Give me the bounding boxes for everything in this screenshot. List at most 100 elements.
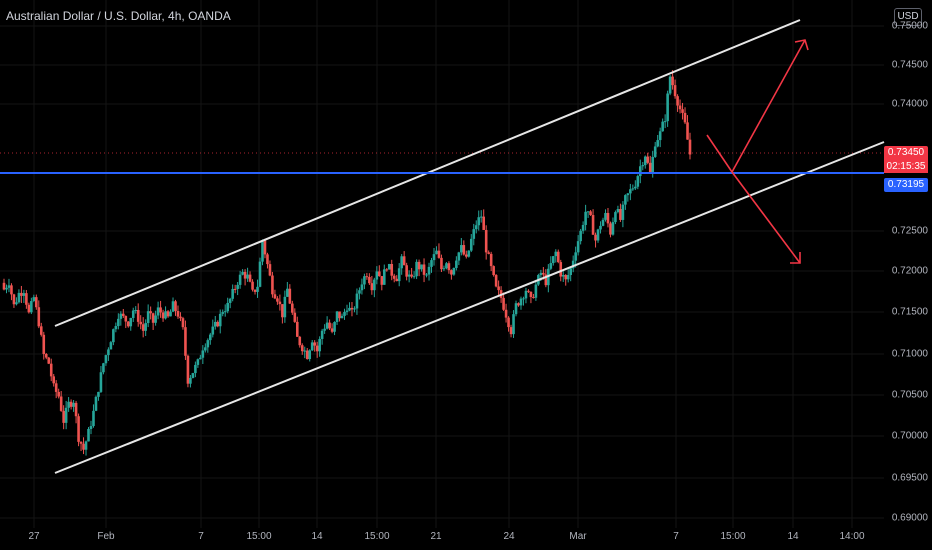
candle-down [253,289,257,292]
candle-down [20,292,23,296]
candle-up [668,76,672,94]
candle-up [191,373,195,378]
candle-down [385,269,389,271]
candle-up [226,302,229,312]
candle-down [390,263,394,276]
candle-up [241,271,244,275]
candle-up [196,359,200,365]
candle-up [656,140,659,147]
currency-selector[interactable]: USD [894,8,922,26]
candle-down [305,350,309,360]
candle-up [479,216,483,218]
candle-down [273,294,277,299]
candle-up [348,307,351,311]
candle-down [276,298,279,302]
candle-down [151,313,155,323]
candle-up [228,298,232,303]
candle-down [330,328,334,332]
price-label: 0.70500 [891,389,928,401]
candle-up [412,276,416,278]
candle-up [614,212,617,223]
candle-up [425,274,428,276]
candle-down [422,264,426,275]
candle-down [291,303,294,313]
candle-up [387,263,391,270]
candle-up [199,357,202,360]
candle-up [283,296,287,318]
candle-up [455,260,458,268]
candle-down [529,291,533,298]
candle-down [646,156,650,163]
bar-countdown-tag: 02:15:35 [884,160,928,173]
candle-up [355,293,359,309]
candle-down [268,264,272,276]
candle-down [462,245,466,255]
candle-up [554,251,558,257]
candle-up [345,310,349,312]
candle-down [298,336,302,346]
candle-down [487,252,490,254]
candle-up [477,217,481,226]
candle-up [333,322,336,332]
candle-down [497,286,500,291]
candle-down [532,297,535,299]
candle-down [405,265,408,277]
candle-up [114,326,118,330]
candle-down [315,345,319,352]
candle-down [266,254,269,265]
candle-down [591,215,595,235]
price-label: 0.69000 [891,512,928,524]
candle-down [589,211,592,216]
candle-up [427,266,431,275]
candle-up [238,274,242,285]
candle-up [651,156,655,174]
candle-up [586,211,590,213]
candle-down [293,312,297,322]
candle-up [604,212,607,220]
candle-down [82,443,85,450]
candle-down [681,109,684,113]
candle-down [77,416,80,442]
candle-up [258,261,262,287]
candle-up [67,401,70,408]
current-price-tag: 0.73450 [884,146,928,160]
candle-up [318,338,321,352]
price-label: 0.71000 [891,348,928,360]
price-label: 0.72000 [891,265,928,277]
candle-up [653,146,657,157]
candle-up [524,290,528,299]
time-label: 24 [503,531,515,542]
candle-up [310,342,314,351]
candle-up [360,284,364,291]
candle-up [84,441,88,450]
candle-down [502,297,505,310]
candle-down [606,212,610,224]
candle-up [303,350,307,352]
candle-up [534,284,538,298]
candle-down [380,276,384,285]
candle-up [169,311,172,317]
candle-up [206,340,210,348]
candle-up [621,204,625,220]
candle-down [370,283,374,291]
candle-up [624,195,627,205]
candle-down [79,441,83,444]
candle-up [117,318,120,327]
candle-up [194,364,197,374]
candle-up [549,263,553,269]
candle-down [544,274,548,286]
candle-up [89,426,93,430]
price-label: 0.75000 [891,20,928,32]
price-label: 0.70000 [891,430,928,442]
candle-up [407,274,411,277]
candle-up [400,256,403,269]
candle-up [17,292,21,303]
candle-up [97,391,100,397]
candle-down [216,321,220,327]
candle-up [551,256,555,264]
candle-up [189,377,192,384]
price-label: 0.74500 [891,59,928,71]
candle-down [74,402,78,417]
candle-down [517,303,520,306]
